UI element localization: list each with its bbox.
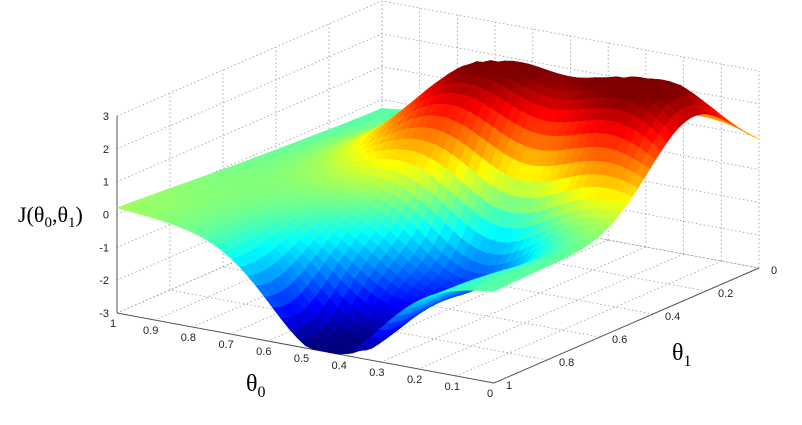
x-tick-label: 0.6 [256, 346, 271, 358]
z-tick-label: 0 [103, 210, 109, 222]
x-tick-label: 0.9 [143, 325, 158, 337]
x-tick-label: 0.3 [369, 367, 384, 379]
z-tick-label: -1 [99, 242, 109, 254]
surface-patch [485, 287, 500, 292]
grid-line [456, 260, 722, 377]
y-tick-label: 0.6 [612, 334, 627, 346]
y-tick-label: 0.4 [665, 311, 680, 323]
x-axis-line [116, 312, 495, 384]
z-tick-label: 1 [103, 177, 109, 189]
x-axis-label: θ0 [246, 371, 266, 401]
z-tick-label: -3 [99, 308, 109, 320]
y-tick-label: 1 [506, 380, 512, 392]
x-tick-label: 0.4 [332, 360, 347, 372]
y-tick-label: 0.8 [559, 357, 574, 369]
z-axis-label: J(θ0,θ1) [18, 202, 83, 231]
x-tick-label: 0.7 [218, 339, 233, 351]
grid-line [116, 0, 760, 117]
grid-line [380, 246, 647, 363]
y-tick-label: 0.2 [718, 288, 733, 300]
z-tick-label: 2 [103, 144, 109, 156]
x-tick-label: 0.2 [407, 374, 422, 386]
y-axis-line [493, 267, 760, 384]
x-tick-label: 0.1 [445, 381, 460, 393]
x-tick-label: 1 [110, 318, 116, 330]
x-tick-label: 0 [487, 388, 493, 400]
grid-line [418, 253, 684, 370]
tick-labels: -3 -2 -1 0 1 2 3 0 0.1 0.2 0.3 0.4 0.5 0.6 0.7 0.8 0.9 1 0… [99, 111, 777, 400]
y-tick-label: 0 [771, 265, 777, 277]
x-tick-label: 0.8 [181, 332, 196, 344]
y-axis-label: θ1 [672, 340, 692, 370]
x-tick-label: 0.5 [294, 353, 309, 365]
z-tick-label: -2 [99, 275, 109, 287]
surface-mesh [116, 60, 760, 355]
z-tick-label: 3 [103, 111, 109, 123]
